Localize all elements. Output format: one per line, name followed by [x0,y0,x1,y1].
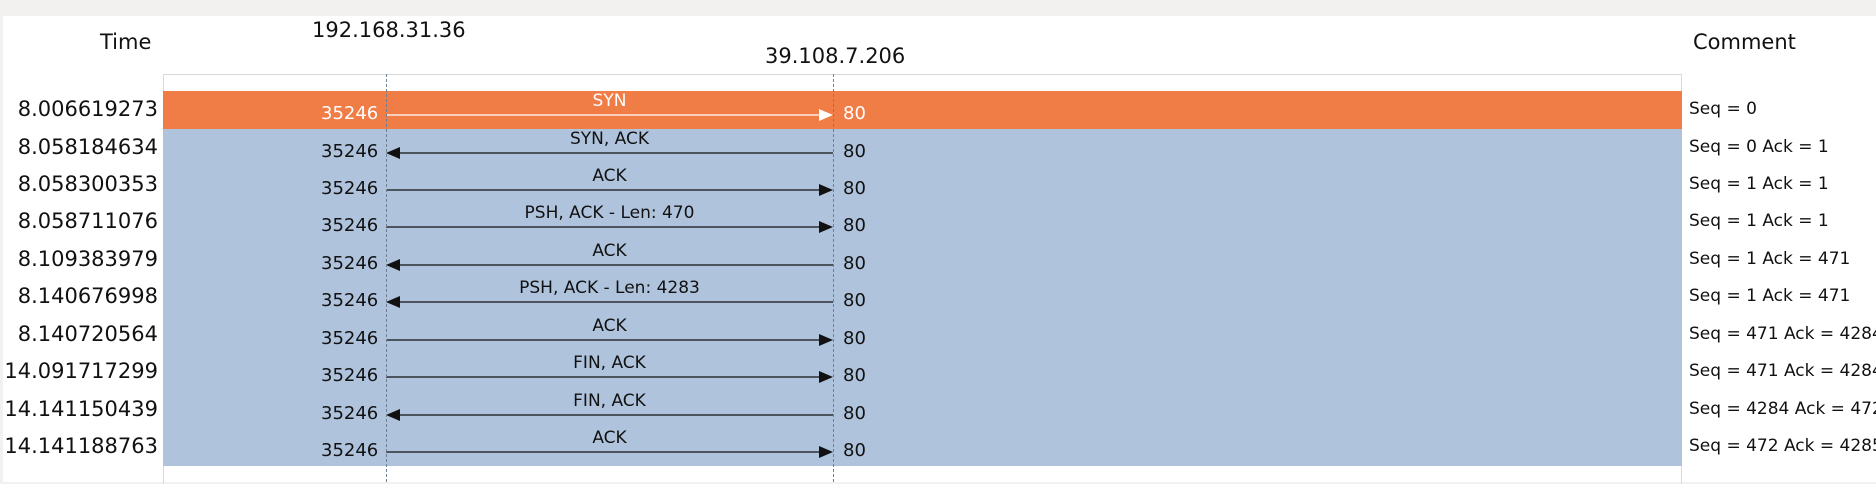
source-port: 35246 [321,290,379,311]
arrow-left-icon [386,409,833,421]
host-a-address: 192.168.31.36 [312,18,466,42]
flow-row-background [163,203,1682,241]
source-port: 35246 [321,103,379,124]
flow-row[interactable]: 14.141188763 35246 ACK 80 Seq = 472 Ack = 42… [0,428,1876,466]
flow-row[interactable]: 8.058300353 35246 ACK 80 Seq = 1 Ack = 1 [0,166,1876,204]
arrow-right-icon [386,371,833,383]
flow-time: 8.140676998 [17,284,158,308]
flow-row-background [163,316,1682,354]
flow-comment: Seq = 1 Ack = 471 [1689,286,1851,306]
flow-label: ACK [592,316,627,336]
flow-row[interactable]: 8.058711076 35246 PSH, ACK - Len: 470 80 Seq… [0,203,1876,241]
comment-column-header: Comment [1693,30,1796,54]
flow-time: 8.058300353 [17,172,158,196]
destination-port: 80 [843,403,866,424]
destination-port: 80 [843,365,866,386]
flow-row[interactable]: 14.091717299 35246 FIN, ACK 80 Seq = 471 Ack… [0,353,1876,391]
flow-label: SYN [592,91,627,111]
arrow-right-icon [386,446,833,458]
flow-comment: Seq = 471 Ack = 4284 [1689,361,1876,381]
flow-label: FIN, ACK [573,353,646,373]
flow-label: PSH, ACK - Len: 470 [524,203,695,223]
destination-port: 80 [843,103,866,124]
flow-row-background [163,391,1682,429]
flow-comment: Seq = 0 Ack = 1 [1689,137,1829,157]
flow-label: ACK [592,166,627,186]
flow-row[interactable]: 8.058184634 35246 SYN, ACK 80 Seq = 0 Ack = … [0,129,1876,167]
destination-port: 80 [843,290,866,311]
source-port: 35246 [321,440,379,461]
destination-port: 80 [843,178,866,199]
destination-port: 80 [843,215,866,236]
source-port: 35246 [321,141,379,162]
flow-label: ACK [592,241,627,261]
flow-row[interactable]: 8.140720564 35246 ACK 80 Seq = 471 Ack = 428… [0,316,1876,354]
arrow-left-icon [386,147,833,159]
source-port: 35246 [321,403,379,424]
host-b-lifeline [833,74,834,482]
flow-time: 14.141150439 [4,397,158,421]
flow-comment: Seq = 472 Ack = 4285 [1689,436,1876,456]
time-column-header: Time [100,30,152,54]
source-port: 35246 [321,215,379,236]
flow-time: 8.006619273 [17,97,158,121]
arrow-left-icon [386,259,833,271]
flow-time: 8.109383979 [17,247,158,271]
host-b-address: 39.108.7.206 [765,44,906,68]
flow-label: FIN, ACK [573,391,646,411]
flow-time: 8.140720564 [17,322,158,346]
source-port: 35246 [321,178,379,199]
flow-row[interactable]: 8.109383979 35246 ACK 80 Seq = 1 Ack = 471 [0,241,1876,279]
arrow-left-icon [386,296,833,308]
arrow-right-icon [386,221,833,233]
destination-port: 80 [843,141,866,162]
destination-port: 80 [843,440,866,461]
flow-time: 14.141188763 [4,434,158,458]
flow-row-background [163,166,1682,204]
flow-row-background [163,428,1682,466]
flow-time: 14.091717299 [4,359,158,383]
destination-port: 80 [843,328,866,349]
arrow-right-icon [386,184,833,196]
host-a-lifeline [386,74,387,482]
flow-row-background [163,278,1682,316]
source-port: 35246 [321,328,379,349]
flow-row[interactable]: 8.140676998 35246 PSH, ACK - Len: 4283 80 Se… [0,278,1876,316]
arrow-right-icon [386,109,833,121]
flow-comment: Seq = 1 Ack = 471 [1689,249,1851,269]
flow-row-background [163,91,1682,129]
flow-comment: Seq = 0 [1689,99,1757,119]
flow-comment: Seq = 1 Ack = 1 [1689,211,1829,231]
flow-comment: Seq = 471 Ack = 4284 [1689,324,1876,344]
flow-label: SYN, ACK [569,129,650,149]
arrow-right-icon [386,334,833,346]
destination-port: 80 [843,253,866,274]
flow-time: 8.058184634 [17,135,158,159]
flow-label: PSH, ACK - Len: 4283 [519,278,700,298]
flow-comment: Seq = 1 Ack = 1 [1689,174,1829,194]
flow-time: 8.058711076 [17,209,158,233]
flow-comment: Seq = 4284 Ack = 472 [1689,399,1876,419]
flow-row-background [163,241,1682,279]
flow-row-background [163,129,1682,167]
flow-row[interactable]: 8.006619273 35246 SYN 80 Seq = 0 [0,91,1876,129]
source-port: 35246 [321,253,379,274]
flow-row-background [163,353,1682,391]
flow-label: ACK [592,428,627,448]
source-port: 35246 [321,365,379,386]
flow-row[interactable]: 14.141150439 35246 FIN, ACK 80 Seq = 4284 Ac… [0,391,1876,429]
